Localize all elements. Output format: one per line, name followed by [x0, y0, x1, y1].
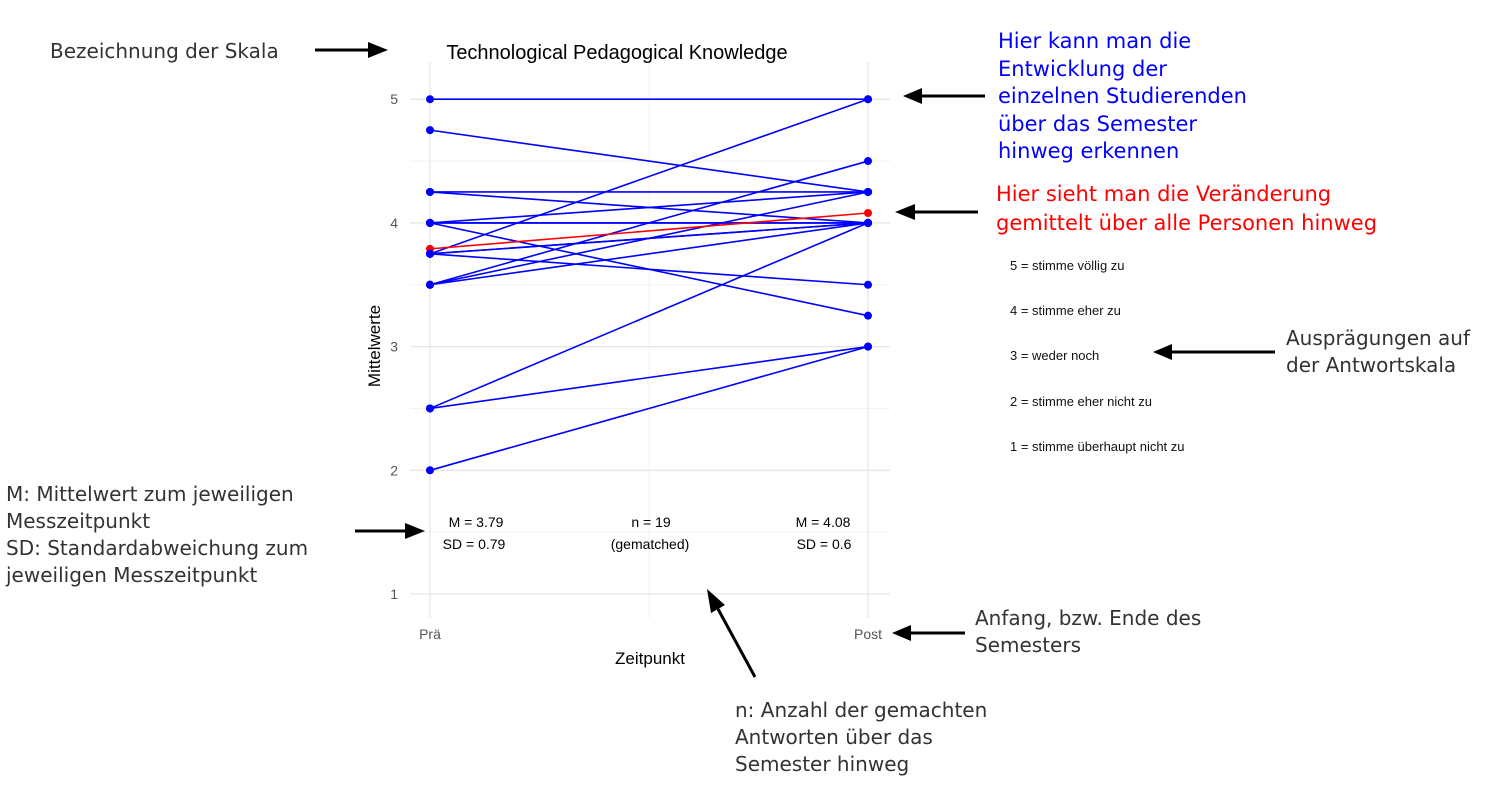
- arrow-to-n-icon: [707, 589, 757, 678]
- stat-pre-mean: M = 3.79: [449, 514, 504, 530]
- scale-item-3: 3 = weder noch: [1010, 348, 1100, 363]
- y-tick-label: 3: [390, 339, 398, 355]
- stat-post-sd: SD = 0.6: [797, 536, 852, 552]
- individual-line: [429, 222, 869, 410]
- stat-pre-sd: SD = 0.79: [443, 536, 506, 552]
- scale-item-4: 4 = stimme eher zu: [1010, 303, 1121, 318]
- individual-point: [864, 187, 872, 196]
- individual-line: [429, 160, 869, 286]
- individual-point: [864, 157, 872, 166]
- stat-n: n = 19: [631, 514, 671, 530]
- arrow-to-individual-icon: [903, 88, 985, 104]
- individual-point: [426, 249, 434, 258]
- individual-point: [864, 311, 872, 320]
- individual-line: [429, 345, 869, 410]
- arrow-to-stats-icon: [355, 523, 425, 539]
- m-sd-annotation: M: Mittelwert zum jeweiligen Messzeitpun…: [6, 482, 309, 587]
- y-tick-label: 1: [390, 586, 398, 602]
- n-annotation: n: Anzahl der gemachten Antworten über d…: [735, 698, 988, 776]
- y-tick-label: 2: [390, 462, 398, 478]
- arrow-to-mean-icon: [895, 204, 978, 220]
- individual-line: [429, 345, 869, 472]
- y-axis-label: Mittelwerte: [365, 305, 384, 387]
- individual-point: [864, 342, 872, 351]
- individual-point: [426, 218, 434, 227]
- mean-line: [429, 212, 869, 250]
- individual-point: [426, 466, 434, 475]
- individual-point: [864, 95, 872, 104]
- individual-point: [426, 126, 434, 135]
- x-tick-label: Post: [854, 626, 882, 642]
- individual-point: [426, 404, 434, 413]
- time-annotation: Anfang, bzw. Ende des Semesters: [975, 606, 1202, 657]
- individual-line: [429, 191, 869, 286]
- scale-name-annotation: Bezeichnung der Skala: [50, 39, 279, 63]
- individual-line: [429, 253, 869, 286]
- y-tick-label: 5: [390, 91, 398, 107]
- individual-annotation: Hier kann man die Entwicklung der einzel…: [998, 29, 1247, 163]
- mean-point: [864, 209, 872, 218]
- chart-title: Technological Pedagogical Knowledge: [446, 42, 787, 64]
- individual-line: [429, 191, 869, 224]
- scale-item-1: 1 = stimme überhaupt nicht zu: [1010, 439, 1185, 454]
- scale-item-2: 2 = stimme eher nicht zu: [1010, 394, 1152, 409]
- y-tick-label: 4: [390, 215, 398, 231]
- scale-item-5: 5 = stimme völlig zu: [1010, 258, 1125, 273]
- mean-change-annotation: Hier sieht man die Veränderung gemittelt…: [996, 182, 1378, 235]
- stat-post-mean: M = 4.08: [796, 514, 851, 530]
- arrow-to-scale-icon: [1153, 344, 1275, 360]
- individual-point: [426, 280, 434, 289]
- x-axis-label: Zeitpunkt: [615, 649, 685, 668]
- individual-line: [429, 98, 869, 255]
- individual-line: [429, 222, 869, 286]
- stat-n-note: (gematched): [611, 536, 690, 552]
- individual-point: [426, 95, 434, 104]
- arrow-to-title-icon: [315, 42, 388, 58]
- scale-values-annotation: Ausprägungen auf der Antwortskala: [1286, 326, 1471, 377]
- individual-point: [426, 187, 434, 196]
- x-tick-label: Prä: [419, 626, 441, 642]
- individual-point: [864, 218, 872, 227]
- arrow-to-x-axis-icon: [892, 625, 965, 641]
- individual-point: [864, 280, 872, 289]
